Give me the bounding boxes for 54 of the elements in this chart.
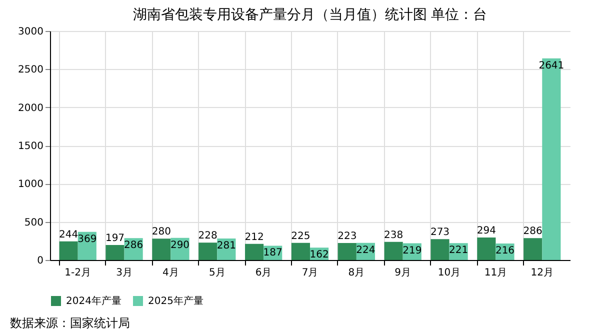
bar (291, 242, 310, 260)
data-label: 224 (356, 244, 376, 256)
x-tick-label: 7月 (302, 268, 318, 278)
data-label: 290 (170, 240, 190, 251)
data-label: 294 (476, 226, 496, 237)
x-tick-label: 11月 (484, 268, 508, 278)
data-label: 223 (338, 230, 357, 242)
bar (59, 241, 78, 260)
bar (524, 238, 542, 260)
y-tick-label: 500 (24, 217, 44, 228)
data-label: 216 (495, 246, 515, 257)
bar (430, 239, 450, 260)
x-tick-label: 8月 (348, 268, 365, 278)
data-label: 281 (216, 240, 236, 252)
y-tick-label: 1500 (18, 141, 44, 152)
source-note: 数据来源：国家统计局 (10, 316, 130, 330)
bar (384, 242, 403, 260)
bar (477, 238, 496, 260)
x-tick-label: 3月 (116, 268, 132, 278)
x-tick-label: 6月 (255, 268, 272, 278)
legend-label: 2024年产量 (66, 295, 122, 307)
data-label: 212 (244, 232, 264, 243)
bar (106, 244, 124, 260)
x-tick-label: 10月 (438, 268, 461, 278)
data-label: 221 (449, 245, 468, 256)
y-tick-label: 0 (37, 256, 44, 266)
legend-label: 2025年产量 (148, 295, 204, 307)
x-tick-label: 12月 (530, 268, 554, 278)
y-tick-label: 2500 (18, 64, 44, 76)
data-label: 228 (198, 230, 218, 242)
x-tick-label: 1-2月 (64, 268, 92, 278)
data-label: 187 (263, 248, 282, 259)
data-label: 280 (152, 226, 171, 238)
y-tick-label: 3000 (18, 26, 44, 38)
x-tick-label: 4月 (162, 268, 179, 278)
data-label: 244 (59, 229, 78, 240)
data-label: 273 (430, 227, 450, 238)
data-label: 162 (310, 250, 329, 261)
data-label: 225 (291, 230, 310, 242)
chart-title: 湖南省包装专用设备产量分月（当月值）统计图 单位：台 (132, 7, 488, 23)
y-tick-label: 2000 (18, 102, 44, 114)
data-label: 286 (124, 240, 144, 252)
x-tick-label: 5月 (208, 268, 226, 278)
x-tick-label: 9月 (394, 268, 412, 278)
data-label: 369 (78, 234, 97, 245)
data-label: 197 (105, 232, 125, 244)
bar (198, 242, 218, 260)
data-label: 286 (523, 226, 542, 238)
bar (338, 242, 356, 260)
bar (245, 244, 264, 260)
y-tick-label: 1000 (18, 179, 44, 190)
bar (152, 238, 171, 260)
data-label: 238 (384, 230, 404, 241)
data-label: 219 (402, 245, 422, 256)
